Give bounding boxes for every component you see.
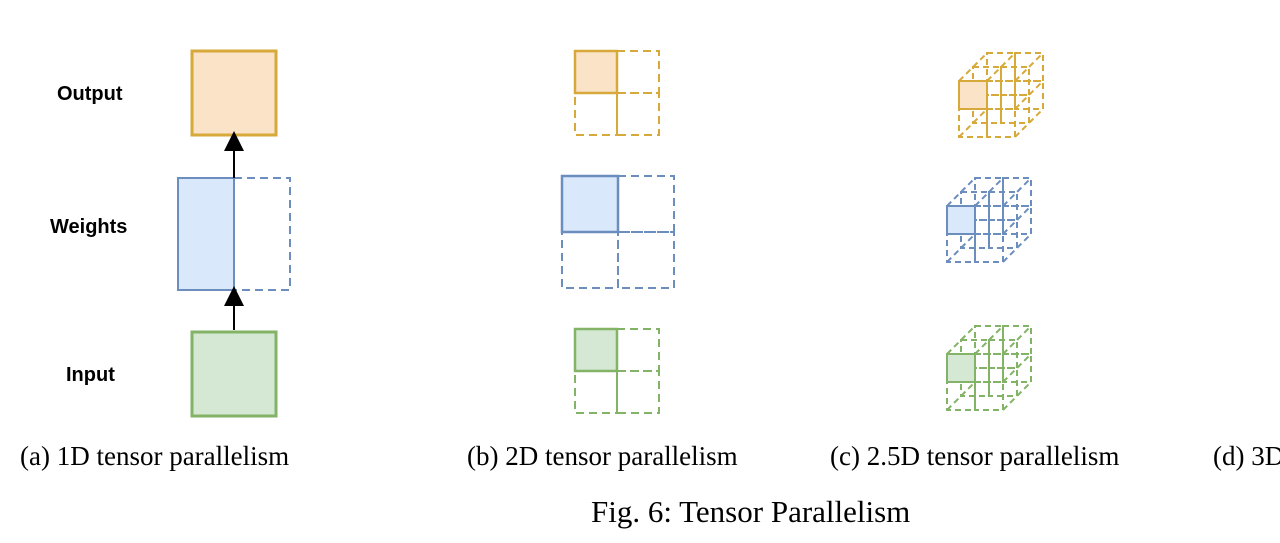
row-label-input: Input (66, 364, 115, 386)
caption-2-5d: (c) 2.5D tensor parallelism (830, 441, 1120, 471)
weights-grid-2d (560, 174, 675, 289)
output-block-1d (190, 49, 278, 137)
weights-cube-2-5d-depth-edge (946, 233, 976, 263)
output-cube-2-5d-depth-edge (1014, 108, 1044, 138)
input-cube-2-5d-front-cell (974, 381, 1004, 411)
weights-grid-2d-cell-dashed (617, 231, 675, 289)
output-grid-2d-cell-active (573, 49, 619, 95)
input-cube-2-5d-cell-active (946, 353, 976, 383)
output-cube-2-5d-depth-edge (1014, 52, 1044, 82)
output-cube-2-5d-cell-active (958, 80, 988, 110)
output-cube-2-5d-front-cell (986, 108, 1016, 138)
weights-cube-2-5d-cell-active (946, 205, 976, 235)
panel-1d (177, 49, 291, 418)
caption-1d: (a) 1D tensor parallelism (20, 441, 290, 471)
input-grid-2d (573, 327, 660, 414)
row-label-weights: Weights (50, 216, 128, 238)
output-grid-2d-cell-dashed (616, 92, 660, 136)
input-cube-2-5d (946, 325, 1032, 411)
weights-shard-inactive-1d (234, 177, 291, 291)
output-cube-2-5d-depth-edge (958, 108, 988, 138)
input-cube-2-5d-depth-edge (946, 325, 976, 355)
panel-2d (560, 49, 675, 414)
input-grid-2d-cell-active (573, 327, 619, 373)
input-block-1d (190, 330, 278, 418)
input-cube-2-5d-depth-edge (946, 381, 976, 411)
output-cube-2-5d (958, 52, 1044, 138)
input-cube-2-5d-depth-edge (1002, 381, 1032, 411)
weights-cube-2-5d-depth-edge (1002, 233, 1032, 263)
input-cube-2-5d-depth-edge (974, 325, 1004, 355)
input-cube-2-5d-depth-edge (1002, 353, 1032, 383)
caption-2d: (b) 2D tensor parallelism (467, 441, 738, 471)
input-grid-2d-cell-dashed (616, 370, 660, 414)
output-grid-2d-cell-dashed (616, 50, 660, 94)
weights-cube-2-5d-depth-edge (946, 177, 976, 207)
weights-cube-2-5d-front-cell (974, 233, 1004, 263)
figure-caption: Fig. 6: Tensor Parallelism (591, 494, 911, 529)
weights-cube-2-5d-depth-edge (1002, 177, 1032, 207)
output-grid-2d (573, 49, 660, 136)
input-grid-2d-cell-dashed (616, 328, 660, 372)
panel-2-5d (946, 52, 1044, 411)
output-cube-2-5d-depth-edge (1014, 80, 1044, 110)
input-cube-2-5d-depth-edge (1002, 325, 1032, 355)
weights-cube-2-5d-depth-edge (1002, 205, 1032, 235)
row-label-output: Output (57, 83, 123, 105)
weights-shard-active-1d (177, 177, 235, 291)
weights-grid-2d-cell-active (560, 174, 620, 234)
weights-cube-2-5d (946, 177, 1032, 263)
input-grid-2d-cell-dashed (574, 370, 618, 414)
weights-cube-2-5d-depth-edge (974, 177, 1004, 207)
output-cube-2-5d-depth-edge (958, 52, 988, 82)
caption-3d: (d) 3D (1213, 441, 1280, 471)
weights-grid-2d-cell-dashed (617, 175, 675, 233)
weights-grid-2d-cell-dashed (561, 231, 619, 289)
output-grid-2d-cell-dashed (574, 92, 618, 136)
output-cube-2-5d-depth-edge (986, 52, 1016, 82)
